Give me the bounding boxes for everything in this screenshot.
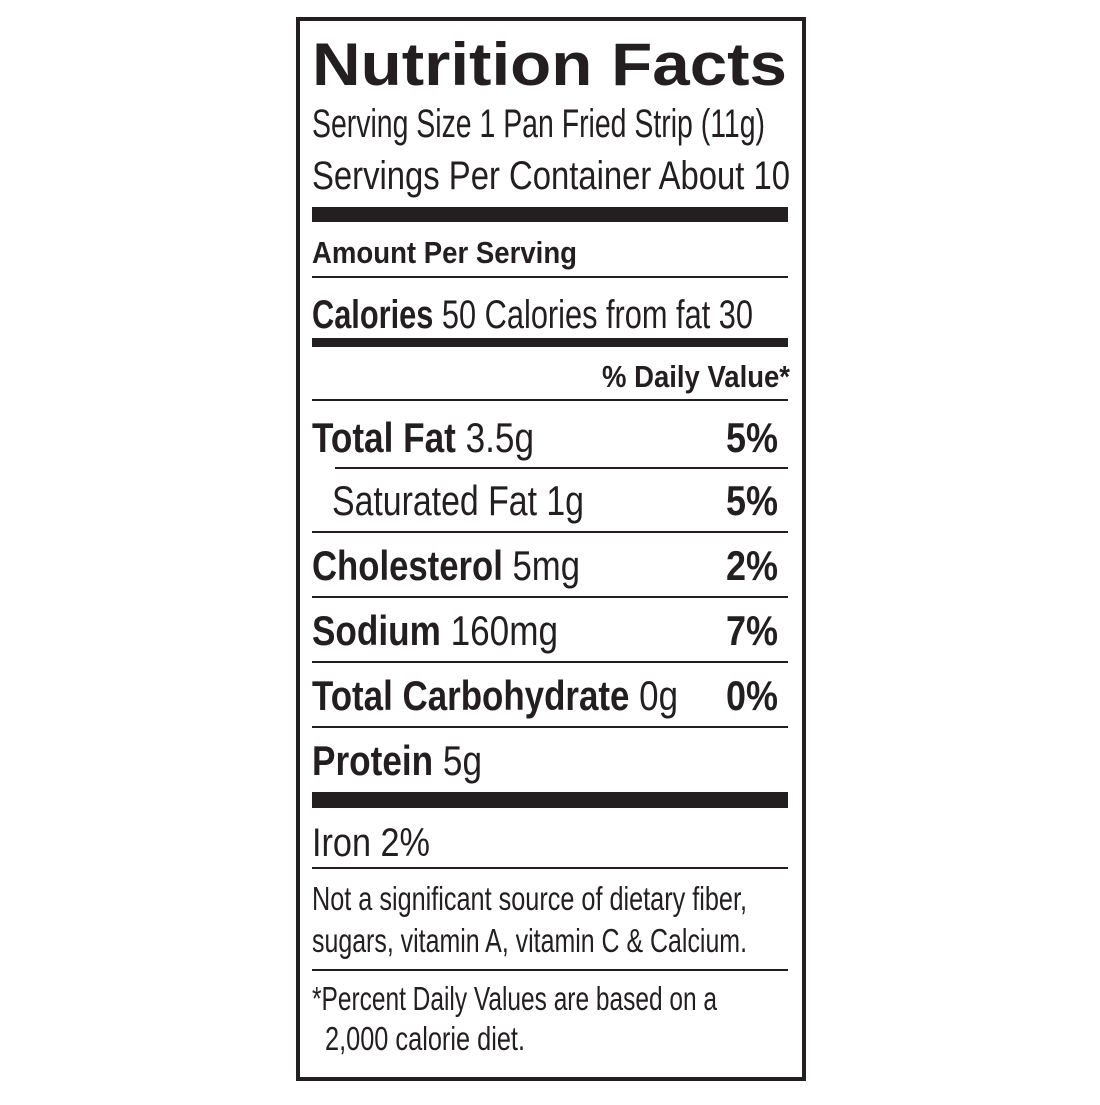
nutrient-dv: 7% (726, 607, 778, 654)
servings-per-container: Servings Per Container About 10 (312, 154, 790, 198)
thin-rule (312, 661, 788, 663)
nutrient-dv: 0% (726, 672, 778, 719)
thick-rule (312, 207, 788, 222)
nutrient: Cholesterol 5mg (312, 542, 580, 589)
nutrient-amount: 3.5g (466, 414, 534, 461)
nutrient-name: Total Fat (312, 414, 456, 461)
thin-rule (335, 467, 788, 469)
nutrient-amount: 1g (546, 477, 584, 524)
amount-per-serving: Amount Per Serving (312, 235, 577, 270)
thin-rule (312, 399, 788, 401)
nutrient: Total Fat 3.5g (312, 414, 534, 461)
serving-size: Serving Size 1 Pan Fried Strip (11g) (312, 102, 765, 146)
thin-rule (312, 531, 788, 533)
daily-value-header: % Daily Value* (602, 359, 791, 394)
thin-rule (312, 969, 788, 971)
calories-row: Calories 50 Calories from fat 30 (312, 293, 753, 337)
nutrient: Total Carbohydrate 0g (312, 672, 678, 719)
nutrient: Sodium 160mg (312, 607, 558, 654)
nutrient: Saturated Fat 1g (332, 477, 584, 524)
nutrient-name: Total Carbohydrate (312, 672, 629, 719)
thick-rule (312, 792, 788, 808)
footnote-line: 2,000 calorie diet. (325, 1020, 525, 1057)
nutrient-amount: 160mg (451, 607, 558, 654)
calories-from-fat: Calories from fat 30 (485, 293, 753, 337)
footnote-line: *Percent Daily Values are based on a (312, 980, 717, 1017)
calories-label: Calories (312, 293, 433, 337)
calories-value: 50 (442, 293, 476, 337)
label-border (296, 17, 806, 1081)
title: Nutrition Facts (312, 31, 787, 98)
nutrient-dv: 5% (726, 414, 778, 461)
nutrient-amount: 0g (639, 672, 678, 719)
nutrient-name: Sodium (312, 607, 441, 654)
thin-rule (312, 726, 788, 728)
nutrient-amount: 5g (443, 737, 482, 784)
nutrient-name: Cholesterol (312, 542, 503, 589)
nutrient-amount: 5mg (513, 542, 580, 589)
note-line: sugars, vitamin A, vitamin C & Calcium. (312, 922, 747, 959)
nutrient-name: Protein (312, 737, 433, 784)
nutrient-dv: 2% (726, 542, 778, 589)
thin-rule (312, 867, 788, 869)
nutrient-dv: 5% (726, 477, 778, 524)
note-line: Not a significant source of dietary fibe… (312, 880, 747, 917)
nutrient: Protein 5g (312, 737, 482, 784)
thin-rule (312, 596, 788, 598)
medium-rule (312, 338, 788, 347)
nutrient-name: Saturated Fat (332, 477, 537, 524)
vitamin: Iron 2% (312, 821, 430, 865)
thin-rule (312, 276, 788, 278)
